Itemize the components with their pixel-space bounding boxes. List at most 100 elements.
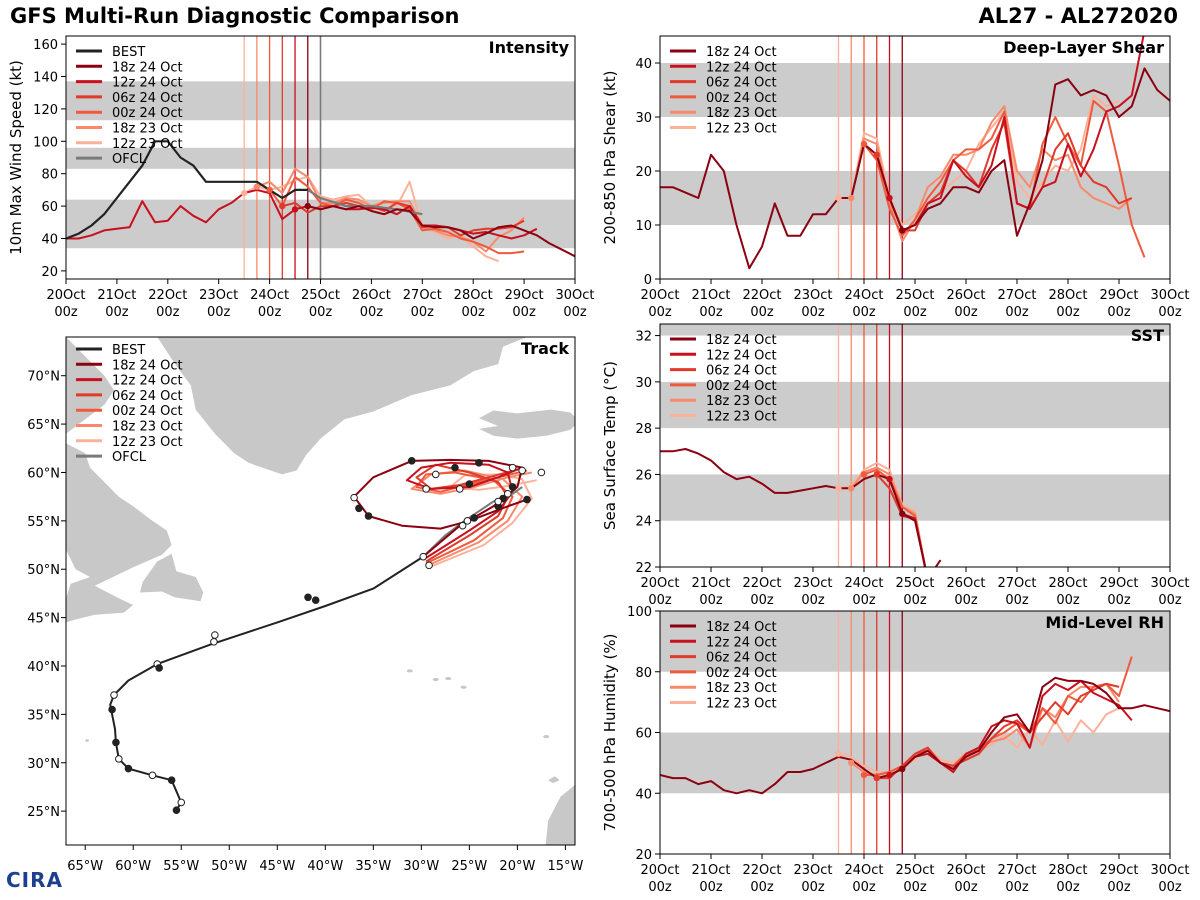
x-tick-label: 20Oct xyxy=(46,288,85,303)
track-position-marker xyxy=(172,806,181,814)
track-position-marker xyxy=(463,517,472,525)
legend-label: 12z 23 Oct xyxy=(706,697,777,712)
intensity-title: Intensity xyxy=(489,38,570,57)
x-tick-label: 00z xyxy=(903,880,927,895)
azores-island xyxy=(406,669,413,673)
x-tick-label: 28Oct xyxy=(1048,863,1087,878)
legend-label: 12z 24 Oct xyxy=(706,635,777,650)
legend-label: 18z 23 Oct xyxy=(706,394,777,409)
legend-label: 12z 23 Oct xyxy=(706,122,777,137)
x-tick-label: 22Oct xyxy=(742,576,781,591)
lon-tick-label: 55°W xyxy=(163,859,199,874)
x-tick-label: 24Oct xyxy=(844,288,883,303)
x-tick-label: 20Oct xyxy=(640,576,679,591)
x-tick-label: 21Oct xyxy=(97,288,136,303)
track-position-marker xyxy=(455,485,464,493)
y-tick-label: 0 xyxy=(644,273,652,288)
track-position-marker xyxy=(304,593,312,602)
y-tick-label: 20 xyxy=(635,848,652,863)
track-position-marker xyxy=(115,755,123,763)
track-position-marker xyxy=(537,468,546,477)
x-tick-label: 00z xyxy=(903,593,927,608)
legend-label: 00z 24 Oct xyxy=(706,666,777,681)
track-position-marker xyxy=(108,705,116,714)
x-tick-label: 00z xyxy=(1005,593,1029,608)
legend-label: 00z 24 Oct xyxy=(112,404,183,419)
track-position-marker xyxy=(167,776,176,784)
x-tick-label: 24Oct xyxy=(250,288,289,303)
track-position-marker xyxy=(425,561,433,570)
x-tick-label: 21Oct xyxy=(691,863,730,878)
x-tick-label: 00z xyxy=(1005,880,1029,895)
x-tick-label: 00z xyxy=(699,880,723,895)
x-tick-label: 00z xyxy=(360,305,384,320)
track-position-marker xyxy=(419,552,428,561)
series-line-18z-24-oct xyxy=(307,205,575,258)
x-tick-label: 00z xyxy=(954,880,978,895)
legend-label: 06z 24 Oct xyxy=(706,76,777,91)
x-tick-label: 28Oct xyxy=(1048,576,1087,591)
shear-ylabel: 200-850 hPa Shear (kt) xyxy=(601,71,619,245)
init-point xyxy=(835,485,842,492)
x-tick-label: 00z xyxy=(852,593,876,608)
shear-title: Deep-Layer Shear xyxy=(1003,38,1164,57)
init-point xyxy=(835,750,842,757)
shear-plot-area xyxy=(660,36,1170,279)
x-tick-label: 00z xyxy=(105,305,129,320)
lon-tick-label: 25°W xyxy=(451,859,487,874)
track-position-marker xyxy=(470,514,478,522)
x-tick-label: 00z xyxy=(954,593,978,608)
x-tick-label: 23Oct xyxy=(793,863,832,878)
x-tick-label: 23Oct xyxy=(199,288,238,303)
x-tick-label: 30Oct xyxy=(555,288,594,303)
legend-label: BEST xyxy=(112,343,145,358)
x-tick-label: 30Oct xyxy=(1150,863,1189,878)
x-tick-label: 24Oct xyxy=(844,576,883,591)
x-tick-label: 30Oct xyxy=(1150,576,1189,591)
x-tick-label: 27Oct xyxy=(997,288,1036,303)
lat-tick-label: 40°N xyxy=(27,660,60,675)
init-point xyxy=(835,194,842,202)
x-tick-label: 00z xyxy=(1158,305,1182,320)
lon-tick-label: 65°W xyxy=(67,859,103,874)
track-position-marker xyxy=(110,691,118,699)
series-line-12z-24-oct xyxy=(889,679,1133,776)
init-point xyxy=(860,471,868,478)
track-position-marker xyxy=(364,512,373,520)
track-position-marker xyxy=(494,497,502,506)
track-position-marker xyxy=(155,664,163,672)
x-tick-label: 26Oct xyxy=(352,288,391,303)
x-tick-label: 00z xyxy=(258,305,282,320)
track-position-marker xyxy=(503,489,512,498)
x-tick-label: 27Oct xyxy=(997,863,1036,878)
x-tick-label: 00z xyxy=(1056,880,1080,895)
x-tick-label: 00z xyxy=(1158,593,1182,608)
y-tick-label: 120 xyxy=(33,103,58,118)
shaded-band xyxy=(660,63,1170,117)
legend-label: 06z 24 Oct xyxy=(706,364,777,379)
track-position-marker xyxy=(508,483,517,491)
x-tick-label: 29Oct xyxy=(1099,863,1138,878)
init-point xyxy=(899,765,906,773)
x-tick-label: 22Oct xyxy=(742,863,781,878)
series-line-18z-24-oct xyxy=(660,676,1170,795)
cira-logo: CIRA xyxy=(6,868,63,892)
legend-label: 06z 24 Oct xyxy=(706,651,777,666)
init-point xyxy=(279,202,286,210)
north-america-land xyxy=(66,337,172,623)
newfoundland-land xyxy=(139,553,204,602)
shaded-band xyxy=(660,171,1170,225)
legend-label: 12z 24 Oct xyxy=(706,60,777,75)
x-tick-label: 20Oct xyxy=(640,288,679,303)
storm-id: AL27 - AL272020 xyxy=(978,4,1179,28)
rh-plot-area xyxy=(660,611,1170,854)
x-tick-label: 28Oct xyxy=(1048,288,1087,303)
legend-label: 18z 24 Oct xyxy=(706,620,777,635)
track-position-marker xyxy=(177,798,186,807)
lon-tick-label: 50°W xyxy=(211,859,247,874)
y-tick-label: 22 xyxy=(635,561,652,576)
x-tick-label: 26Oct xyxy=(946,576,985,591)
series-line-12z-24-oct xyxy=(888,36,1145,232)
y-tick-label: 100 xyxy=(33,135,58,150)
